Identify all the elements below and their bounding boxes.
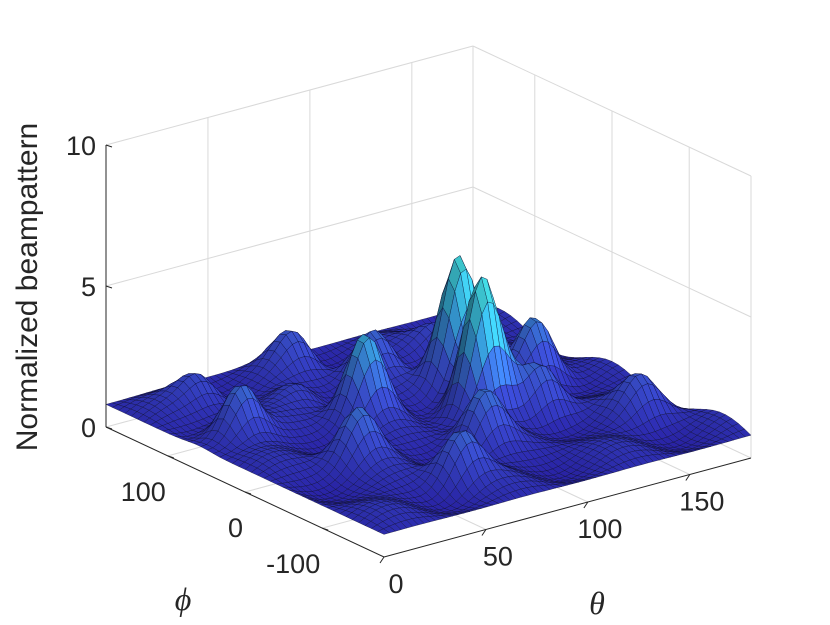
x-tick-mark — [685, 474, 691, 481]
z-axis-label: Normalized beampattern — [11, 123, 44, 452]
x-tick-label: 150 — [679, 487, 724, 517]
y-tick-label: -100 — [266, 549, 320, 579]
x-axis-label: θ — [589, 585, 605, 621]
z-tick-mark — [105, 426, 113, 430]
tick-labels: 0 50 100 150 -100 0 100 0 5 10 — [66, 131, 724, 599]
y-tick-mark — [322, 527, 329, 531]
x-tick-label: 0 — [388, 569, 403, 599]
surface-plot — [105, 254, 752, 535]
grid-line — [105, 186, 474, 287]
z-tick-mark — [105, 144, 113, 148]
y-tick-label: 0 — [228, 513, 243, 543]
x-tick-label: 50 — [483, 542, 513, 572]
y-tick-mark — [244, 491, 252, 495]
grid-line — [105, 45, 474, 146]
surface-patch — [377, 528, 391, 535]
y-axis-label: ϕ — [175, 581, 192, 617]
x-tick-label: 100 — [577, 514, 622, 544]
x-tick-mark — [379, 556, 385, 564]
z-tick-label: 5 — [81, 272, 96, 302]
x-tick-mark — [481, 529, 487, 536]
z-tick-label: 10 — [66, 131, 96, 161]
x-tick-mark — [583, 501, 589, 509]
y-tick-mark — [167, 455, 174, 459]
y-tick-label: 100 — [121, 477, 166, 507]
z-tick-mark — [105, 285, 113, 289]
z-tick-label: 0 — [81, 413, 96, 443]
